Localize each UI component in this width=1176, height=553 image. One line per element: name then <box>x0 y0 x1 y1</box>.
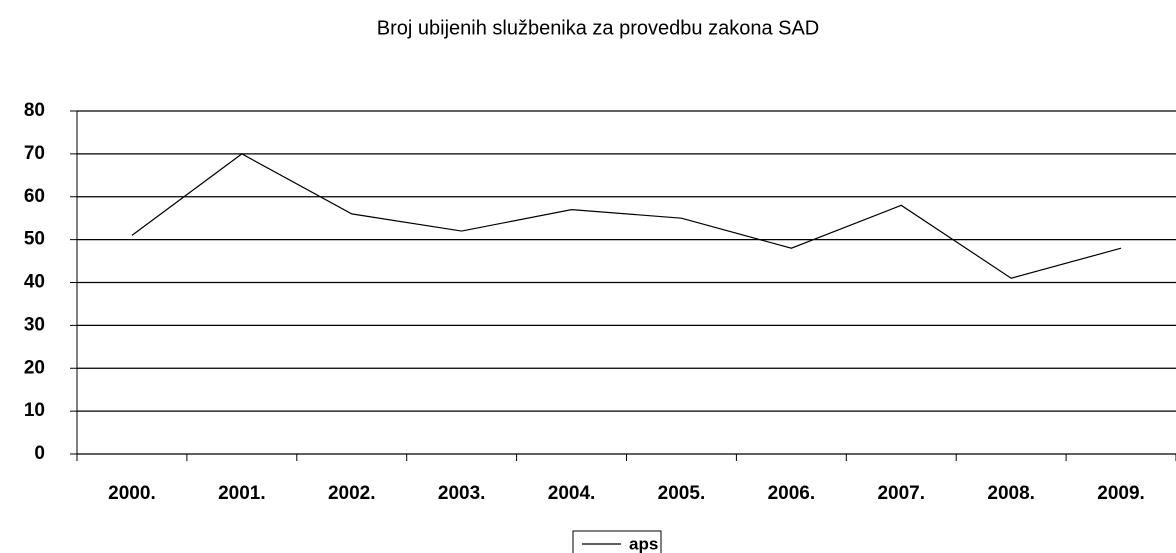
x-tick-label: 2009. <box>1097 483 1145 504</box>
y-tick-label: 40 <box>24 272 45 293</box>
x-tick-label: 2005. <box>658 483 706 504</box>
x-tick-label: 2007. <box>877 483 925 504</box>
x-tick-label: 2003. <box>438 483 486 504</box>
y-tick-label: 20 <box>24 357 45 378</box>
x-tick-label: 2004. <box>548 483 596 504</box>
x-tick-label: 2006. <box>768 483 816 504</box>
y-tick-label: 10 <box>24 400 45 421</box>
line-series <box>131 153 1122 279</box>
y-tick-label: 50 <box>24 229 45 250</box>
y-tick-label: 30 <box>24 314 45 335</box>
legend-box <box>572 530 662 553</box>
x-tick-label: 2002. <box>328 483 376 504</box>
y-tick-label: 0 <box>34 443 45 464</box>
y-tick-label: 70 <box>24 143 45 164</box>
legend-label: aps <box>629 534 658 553</box>
chart-title: Broj ubijenih službenika za provedbu zak… <box>377 17 820 39</box>
x-tick-label: 2001. <box>218 483 266 504</box>
x-tick-label: 2000. <box>108 483 156 504</box>
x-tick-label: 2008. <box>987 483 1035 504</box>
y-tick-label: 80 <box>24 100 45 121</box>
y-tick-label: 60 <box>24 186 45 207</box>
